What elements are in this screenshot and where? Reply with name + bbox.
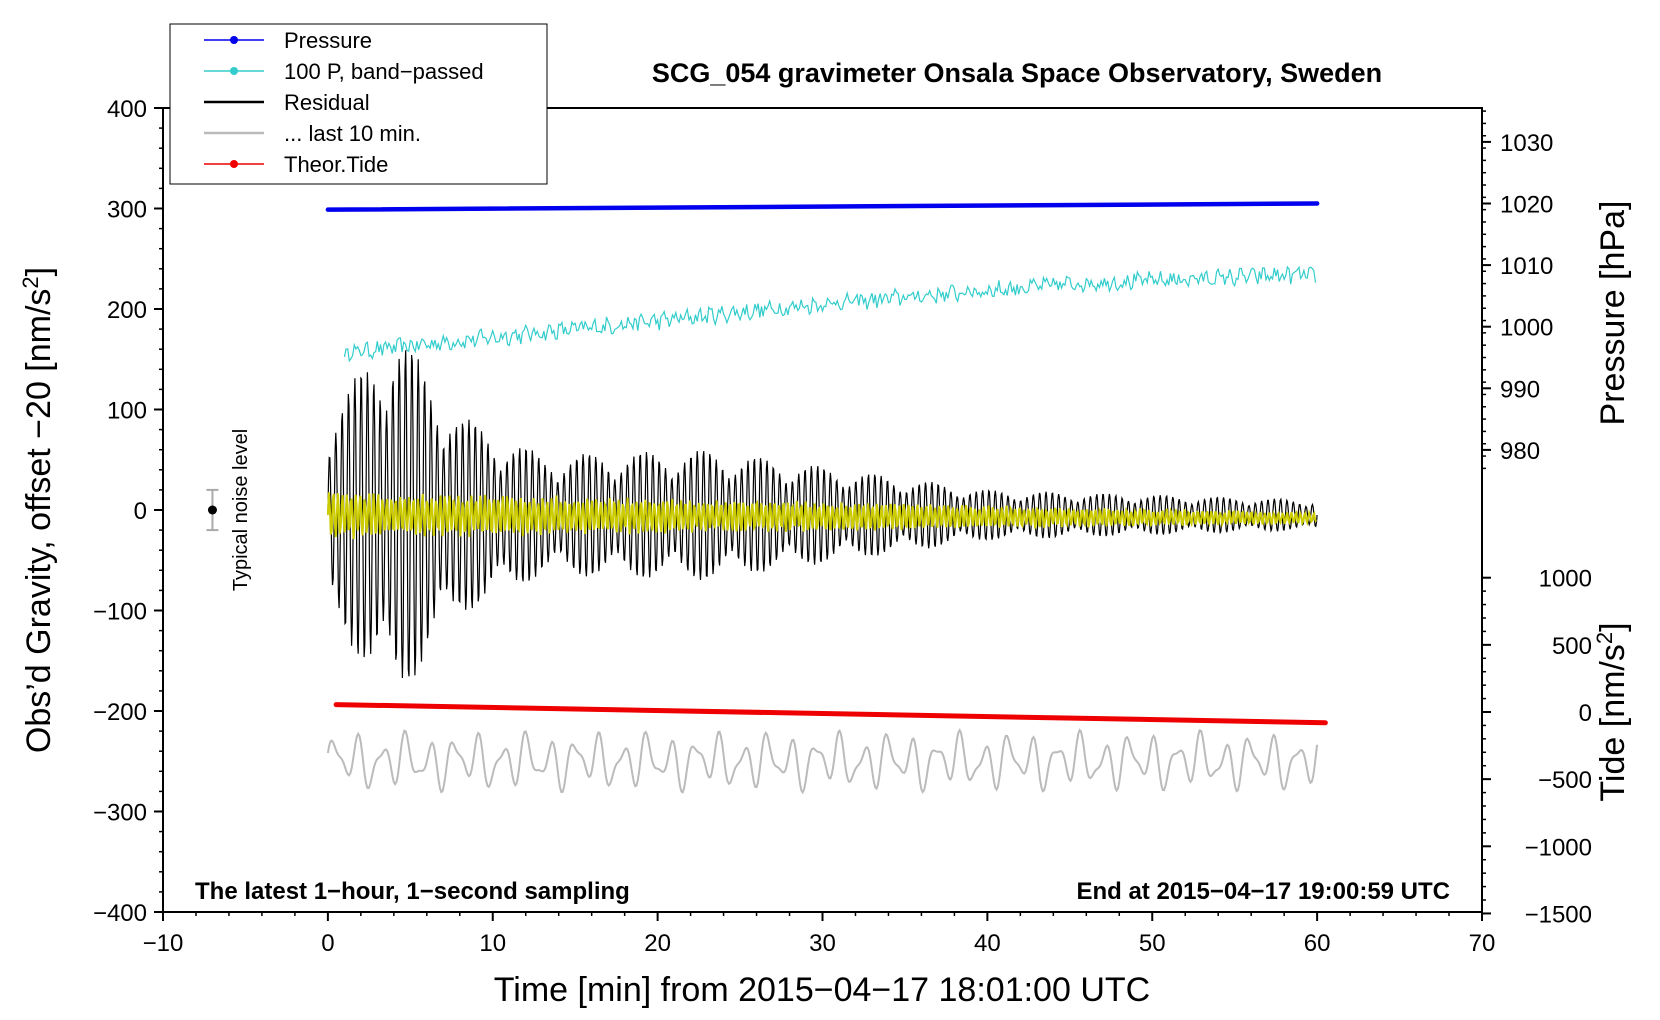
y-tick-label: 100 — [107, 398, 147, 425]
tide-axis-title-sup: 2 — [1592, 632, 1617, 644]
tide-axis-title: Tide [nm/s2] — [1592, 622, 1633, 801]
y-tick-label: −300 — [93, 800, 147, 827]
legend-label-tide: Theor.Tide — [284, 152, 388, 177]
legend-marker-tide — [230, 160, 238, 168]
legend-item-tide: Theor.Tide — [204, 152, 388, 177]
x-tick-label: 50 — [1139, 930, 1166, 957]
x-tick-label: 60 — [1304, 930, 1331, 957]
y-axis-title-end: ] — [20, 267, 58, 276]
series-bandpassed-residual — [326, 492, 1318, 540]
y-tick-label: 0 — [134, 498, 147, 525]
x-tick-label: 30 — [809, 930, 836, 957]
y-axis-title-main: Obs’d Gravity, offset −20 [nm/s — [20, 289, 58, 754]
series-layer — [325, 201, 1328, 795]
legend-label-pressure: Pressure — [284, 28, 372, 53]
pressure-tick-label: 980 — [1500, 438, 1540, 465]
legend: Pressure 100 P, band−passed Residual ...… — [169, 23, 548, 185]
x-tick-label: 70 — [1469, 930, 1496, 957]
x-tick-label: 20 — [644, 930, 671, 957]
noise-point — [207, 505, 217, 515]
pressure-tick-label: 990 — [1500, 376, 1540, 403]
y-axis-title-sup: 2 — [18, 276, 43, 288]
tick-labels: −10 0 10 20 30 40 50 60 70−400−300−200−100010020… — [93, 96, 1592, 957]
tide-tick-label: 0 — [1579, 700, 1592, 727]
x-tick-label: −10 — [143, 930, 184, 957]
legend-item-last10: ... last 10 min. — [204, 121, 421, 146]
y-tick-label: −100 — [93, 599, 147, 626]
tick-marks — [154, 107, 1491, 921]
noise-marker — [206, 488, 219, 532]
series-last-10-min — [326, 728, 1319, 795]
legend-box — [169, 23, 548, 185]
legend-label-bandpassed: 100 P, band−passed — [284, 59, 484, 84]
sampling-annotation: The latest 1−hour, 1−second sampling — [195, 878, 630, 905]
end-time-annotation: End at 2015−04−17 19:00:59 UTC — [1076, 878, 1450, 905]
tide-tick-label: −1500 — [1525, 901, 1592, 928]
y-tick-label: 300 — [107, 197, 147, 224]
pressure-tick-label: 1010 — [1500, 253, 1553, 280]
y-tick-label: 400 — [107, 96, 147, 123]
tide-tick-label: −500 — [1538, 767, 1592, 794]
chart-title: SCG_054 gravimeter Onsala Space Observat… — [652, 58, 1382, 88]
legend-marker-pressure — [230, 36, 238, 44]
legend-label-residual: Residual — [284, 90, 370, 115]
pressure-tick-label: 1020 — [1500, 192, 1553, 219]
pressure-tick-label: 1000 — [1500, 315, 1553, 342]
series-100p-bandpassed — [343, 265, 1317, 363]
noise-level-label: Typical noise level — [230, 429, 252, 591]
series-pressure — [325, 201, 1320, 212]
legend-label-last10: ... last 10 min. — [284, 121, 421, 146]
pressure-axis-title: Pressure [hPa] — [1594, 201, 1632, 426]
x-axis-title: Time [min] from 2015−04−17 18:01:00 UTC — [494, 971, 1150, 1009]
x-tick-label: 10 — [479, 930, 506, 957]
series-theor-tide — [333, 702, 1328, 726]
tide-tick-label: 500 — [1552, 633, 1592, 660]
tide-axis-title-main: Tide [nm/s — [1594, 644, 1632, 801]
y-tick-label: 200 — [107, 297, 147, 324]
tide-tick-label: 1000 — [1539, 566, 1592, 593]
x-tick-label: 40 — [974, 930, 1001, 957]
y-axis-title: Obs’d Gravity, offset −20 [nm/s2] — [18, 267, 59, 753]
legend-item-residual: Residual — [204, 90, 370, 115]
tide-axis-title-end: ] — [1594, 622, 1632, 631]
pressure-tick-label: 1030 — [1500, 130, 1553, 157]
legend-item-bandpassed: 100 P, band−passed — [204, 59, 484, 84]
y-tick-label: −400 — [93, 900, 147, 927]
legend-marker-bandpassed — [230, 67, 238, 75]
y-tick-label: −200 — [93, 699, 147, 726]
x-tick-label: 0 — [321, 930, 334, 957]
legend-item-pressure: Pressure — [204, 28, 372, 53]
tide-tick-label: −1000 — [1525, 834, 1592, 861]
